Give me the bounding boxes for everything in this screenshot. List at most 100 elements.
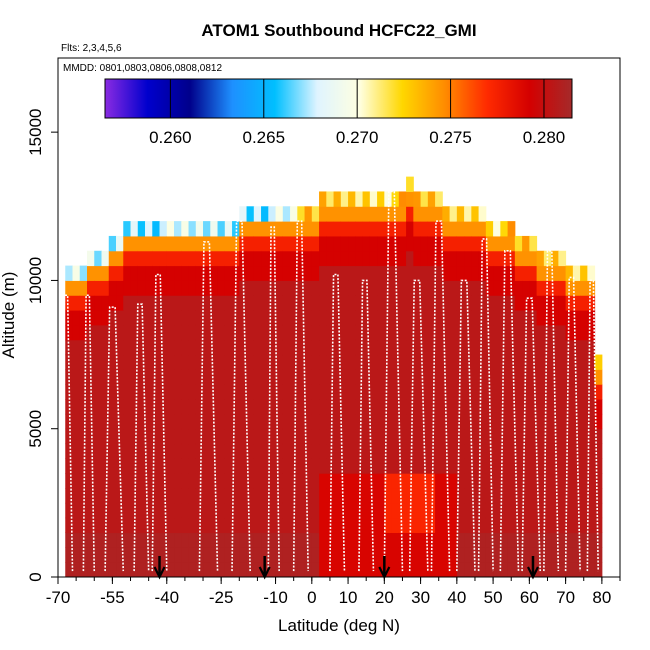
heatmap-cell [232, 428, 240, 445]
heatmap-cell [522, 250, 530, 267]
heatmap-cell [246, 369, 255, 385]
heatmap-cell [159, 235, 168, 252]
heatmap-cell [558, 369, 567, 385]
heatmap-cell [565, 399, 574, 415]
heatmap-cell [224, 488, 233, 504]
heatmap-cell [297, 354, 306, 370]
heatmap-cell [79, 547, 88, 563]
heatmap-cell [145, 265, 153, 281]
heatmap-cell [145, 458, 153, 474]
heatmap-cell [101, 369, 110, 385]
heatmap-cell [137, 354, 146, 370]
heatmap-cell [239, 502, 248, 519]
heatmap-cell [435, 384, 443, 400]
heatmap-cell [65, 562, 74, 578]
heatmap-cell [384, 517, 393, 534]
heatmap-cell [413, 235, 422, 252]
heatmap-cell [471, 428, 480, 445]
heatmap-cell [181, 235, 190, 252]
heatmap-cell [268, 547, 277, 563]
heatmap-cell [355, 265, 364, 281]
heatmap-cell [261, 458, 269, 474]
heatmap-cell [500, 354, 509, 370]
heatmap-cell [478, 502, 487, 519]
heatmap-cell [137, 562, 146, 578]
heatmap-cell [507, 384, 516, 400]
heatmap-cell [391, 443, 400, 459]
heatmap-cell [268, 473, 277, 489]
heatmap-cell [311, 295, 320, 311]
heatmap-cell [406, 547, 414, 563]
heatmap-cell [485, 458, 494, 474]
heatmap-cell [572, 473, 581, 489]
heatmap-cell [464, 488, 472, 504]
heatmap-cell [282, 532, 291, 548]
heatmap-cell [224, 265, 233, 281]
flight-profile [133, 303, 150, 572]
heatmap-cell [116, 235, 124, 252]
heatmap-cell [123, 458, 132, 474]
heatmap-cell [485, 250, 494, 267]
heatmap-cell [87, 413, 95, 430]
heatmap-cell [478, 324, 487, 341]
heatmap-cell [340, 369, 349, 385]
heatmap-cell [253, 265, 262, 281]
heatmap-cell [384, 443, 393, 459]
heatmap-cell [435, 443, 443, 459]
heatmap-cell [413, 221, 422, 237]
heatmap-cell [87, 310, 95, 326]
arrow-markers [153, 556, 539, 580]
heatmap-cell [166, 310, 175, 326]
heatmap-cell [253, 547, 262, 563]
heatmap-cell [290, 369, 298, 385]
heatmap-cell [413, 265, 422, 281]
heatmap-cell [275, 443, 284, 459]
heatmap-cell [507, 443, 516, 459]
heatmap-cell [536, 502, 545, 519]
heatmap-cell [253, 532, 262, 548]
heatmap-cell [362, 562, 371, 578]
heatmap-cell [413, 458, 422, 474]
heatmap-cell [159, 221, 168, 237]
heatmap-cell [464, 250, 472, 267]
heatmap-cell [145, 310, 153, 326]
heatmap-cell [123, 280, 132, 296]
heatmap-cell [384, 502, 393, 519]
heatmap-cell [565, 324, 574, 341]
heatmap-cell [485, 295, 494, 311]
heatmap-cell [311, 310, 320, 326]
heatmap-cell [362, 443, 371, 459]
heatmap-cell [253, 488, 262, 504]
heatmap-cell [413, 532, 422, 548]
heatmap-cell [507, 458, 516, 474]
heatmap-cell [420, 354, 429, 370]
heatmap-cell [159, 310, 168, 326]
heatmap-cell [304, 339, 313, 356]
heatmap-cell [152, 295, 161, 311]
heatmap-cell [500, 502, 509, 519]
heatmap-cell [478, 369, 487, 385]
x-tick-label: -10 [263, 588, 288, 607]
heatmap-cell [159, 488, 168, 504]
heatmap-cell [543, 428, 552, 445]
heatmap-cell [94, 517, 103, 534]
heatmap-cell [188, 295, 197, 311]
heatmap-cell [174, 488, 182, 504]
heatmap-cell [195, 265, 204, 281]
heatmap-cell [398, 369, 407, 385]
heatmap-cell [319, 206, 327, 222]
heatmap-cell [507, 399, 516, 415]
heatmap-cell [290, 384, 298, 400]
heatmap-cell [65, 458, 74, 474]
colorbar-tick-label: 0.260 [149, 128, 192, 147]
heatmap-cell [101, 473, 110, 489]
heatmap-cell [261, 310, 269, 326]
heatmap-cell [94, 310, 103, 326]
heatmap-cell [297, 265, 306, 281]
heatmap-cell [500, 369, 509, 385]
heatmap-cell [210, 384, 219, 400]
heatmap-cell [580, 324, 588, 341]
heatmap-cell [261, 517, 269, 534]
heatmap-cell [478, 354, 487, 370]
heatmap-cell [311, 517, 320, 534]
